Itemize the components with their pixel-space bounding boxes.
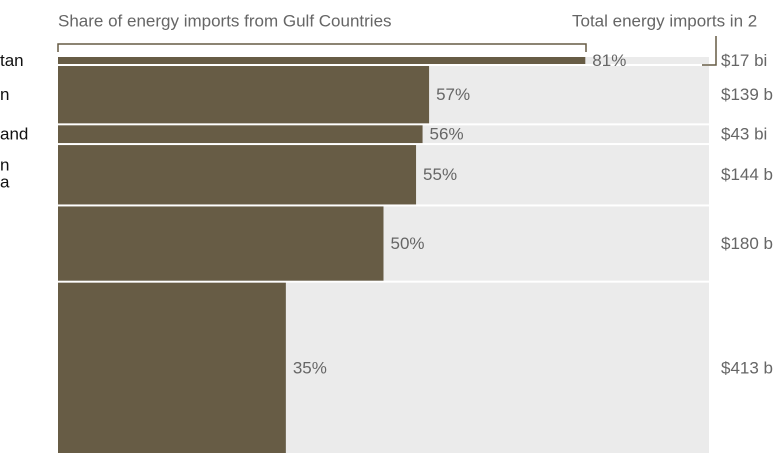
total-label: $180 b [721, 234, 773, 253]
category-label: n [0, 85, 9, 104]
bar [58, 282, 286, 453]
value-label: 81% [592, 51, 626, 70]
value-label: 55% [423, 165, 457, 184]
total-label: $413 b [721, 358, 773, 377]
category-label: a [0, 173, 10, 192]
bar [58, 57, 586, 65]
value-label: 35% [293, 358, 327, 377]
bar [58, 206, 384, 281]
chart-subtitle: Total energy imports in 2 [572, 11, 757, 30]
value-label: 56% [430, 125, 464, 144]
total-label: $144 b [721, 165, 773, 184]
bar [58, 145, 417, 205]
chart-title: Share of energy imports from Gulf Countr… [58, 11, 392, 30]
value-label: 50% [391, 234, 425, 253]
total-label: $17 bi [721, 51, 767, 70]
category-label: and [0, 125, 28, 144]
total-label: $139 b [721, 85, 773, 104]
category-label: tan [0, 51, 24, 70]
total-label: $43 bi [721, 125, 767, 144]
value-label: 57% [436, 85, 470, 104]
share-bracket [57, 43, 587, 52]
category-label: n [0, 156, 9, 175]
bar [58, 125, 423, 144]
bar [58, 66, 430, 124]
total-bracket [702, 36, 717, 66]
